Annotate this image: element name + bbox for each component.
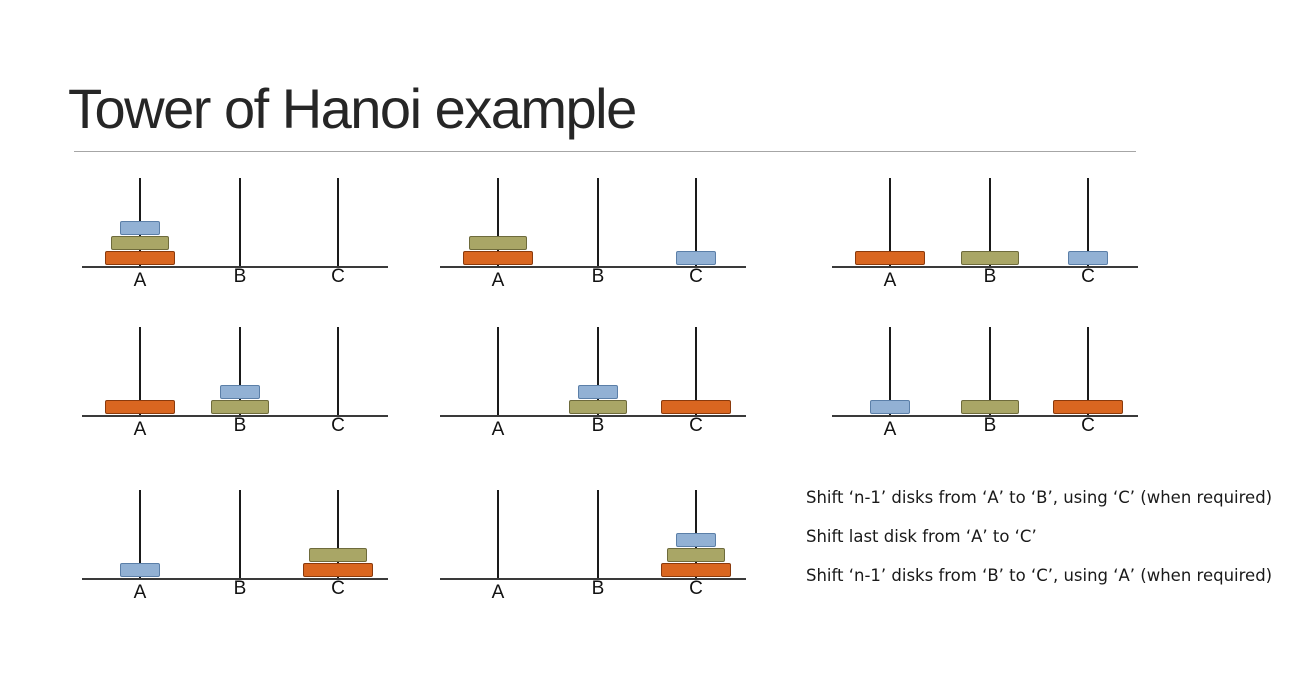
step-3-text: Shift ‘n-1’ disks from ‘B’ to ‘C’, using…	[806, 566, 1273, 585]
peg-b	[597, 178, 599, 266]
disk-medium	[667, 548, 725, 562]
disk-large	[105, 400, 175, 414]
peg-label-c: C	[331, 266, 345, 287]
disk-small	[870, 400, 910, 414]
peg-c	[337, 490, 339, 578]
title-divider	[74, 151, 1136, 152]
step-1-text: Shift ‘n-1’ disks from ‘A’ to ‘B’, using…	[806, 488, 1273, 507]
peg-c	[337, 178, 339, 266]
hanoi-state-4: A B C	[82, 327, 402, 467]
disk-medium	[961, 400, 1019, 414]
peg-label-a: A	[491, 582, 505, 603]
peg-a	[497, 327, 499, 415]
peg-label-c: C	[1081, 266, 1095, 287]
disk-large	[105, 251, 175, 265]
peg-b	[597, 327, 599, 415]
hanoi-state-6: A B C	[832, 327, 1152, 467]
disk-medium	[569, 400, 627, 414]
peg-b	[239, 178, 241, 266]
peg-label-c: C	[689, 578, 703, 599]
peg-label-a: A	[491, 270, 505, 291]
disk-medium	[211, 400, 269, 414]
base-line	[82, 578, 388, 580]
disk-small	[676, 251, 716, 265]
peg-a	[497, 490, 499, 578]
base-line	[440, 266, 746, 268]
disk-large	[463, 251, 533, 265]
peg-a	[889, 178, 891, 266]
peg-label-c: C	[1081, 415, 1095, 436]
base-line	[832, 266, 1138, 268]
peg-c	[1087, 327, 1089, 415]
peg-label-b: B	[983, 266, 997, 287]
peg-label-a: A	[491, 419, 505, 440]
disk-medium	[111, 236, 169, 250]
peg-label-c: C	[331, 578, 345, 599]
peg-label-a: A	[133, 270, 147, 291]
disk-large	[303, 563, 373, 577]
disk-small	[1068, 251, 1108, 265]
disk-medium	[469, 236, 527, 250]
disk-small	[578, 385, 618, 399]
peg-label-a: A	[133, 582, 147, 603]
peg-label-b: B	[591, 415, 605, 436]
base-line	[832, 415, 1138, 417]
peg-label-a: A	[883, 270, 897, 291]
disk-large	[661, 563, 731, 577]
peg-label-c: C	[331, 415, 345, 436]
peg-a	[139, 490, 141, 578]
peg-label-b: B	[591, 578, 605, 599]
disk-large	[1053, 400, 1123, 414]
peg-label-b: B	[233, 578, 247, 599]
peg-b	[239, 490, 241, 578]
hanoi-state-5: A B C	[440, 327, 760, 467]
disk-small	[676, 533, 716, 547]
peg-label-a: A	[883, 419, 897, 440]
peg-a	[139, 327, 141, 415]
hanoi-state-7: A B C	[82, 490, 402, 630]
step-2-text: Shift last disk from ‘A’ to ‘C’	[806, 527, 1037, 546]
peg-a	[497, 178, 499, 266]
disk-small	[220, 385, 260, 399]
base-line	[440, 415, 746, 417]
peg-c	[337, 327, 339, 415]
hanoi-state-2: A B C	[440, 178, 760, 318]
peg-label-c: C	[689, 266, 703, 287]
slide-title: Tower of Hanoi example	[68, 77, 637, 140]
peg-label-b: B	[591, 266, 605, 287]
peg-label-c: C	[689, 415, 703, 436]
base-line	[82, 415, 388, 417]
peg-b	[597, 490, 599, 578]
peg-c	[695, 327, 697, 415]
disk-small	[120, 563, 160, 577]
peg-a	[889, 327, 891, 415]
peg-b	[239, 327, 241, 415]
peg-c	[1087, 178, 1089, 266]
peg-label-b: B	[233, 266, 247, 287]
base-line	[82, 266, 388, 268]
disk-large	[661, 400, 731, 414]
hanoi-state-8: A B C	[440, 490, 760, 630]
hanoi-state-1: A B C	[82, 178, 402, 318]
peg-label-a: A	[133, 419, 147, 440]
peg-label-b: B	[983, 415, 997, 436]
disk-small	[120, 221, 160, 235]
peg-b	[989, 327, 991, 415]
peg-label-b: B	[233, 415, 247, 436]
disk-medium	[961, 251, 1019, 265]
disk-medium	[309, 548, 367, 562]
base-line	[440, 578, 746, 580]
peg-c	[695, 178, 697, 266]
disk-large	[855, 251, 925, 265]
hanoi-state-3: A B C	[832, 178, 1152, 318]
peg-b	[989, 178, 991, 266]
